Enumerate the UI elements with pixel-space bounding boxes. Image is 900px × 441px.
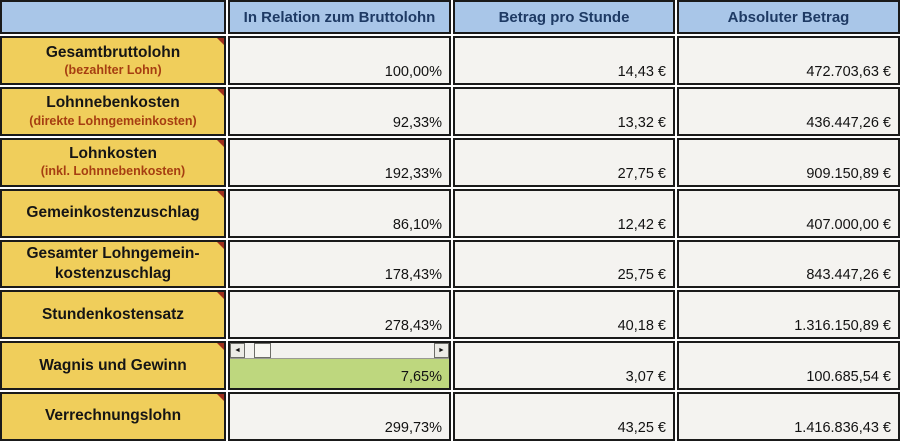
row-label: Lohnkosten: [69, 145, 157, 163]
per-hour-cell[interactable]: 27,75 €: [453, 137, 675, 187]
per-hour-cell[interactable]: 40,18 €: [453, 290, 675, 340]
row-label-cell[interactable]: Lohnnebenkosten (direkte Lohngemeinkosten…: [0, 86, 226, 136]
row-sublabel: (bezahlter Lohn): [64, 62, 162, 77]
row-label-cell[interactable]: Gemeinkostenzuschlag: [0, 188, 226, 238]
relation-cell[interactable]: 192,33%: [228, 137, 451, 187]
relation-cell[interactable]: 86,10%: [228, 188, 451, 238]
relation-cell[interactable]: 178,43%: [228, 239, 451, 289]
scrollbar-thumb[interactable]: [254, 343, 271, 359]
relation-cell[interactable]: 92,33%: [228, 86, 451, 136]
comment-indicator-icon: [217, 190, 224, 198]
comment-indicator-icon: [217, 394, 224, 402]
absolute-cell[interactable]: 407.000,00 €: [677, 188, 900, 238]
row-label: Wagnis und Gewinn: [39, 356, 187, 374]
row-label-cell[interactable]: Verrechnungslohn: [0, 392, 226, 441]
row-label-cell[interactable]: Gesamtbruttolohn (bezahlter Lohn): [0, 36, 226, 85]
horizontal-scrollbar[interactable]: ◄ ►: [230, 343, 449, 360]
per-hour-cell[interactable]: 12,42 €: [453, 188, 675, 238]
comment-indicator-icon: [217, 343, 224, 351]
row-sublabel: (direkte Lohngemeinkosten): [29, 113, 197, 128]
scroll-right-button[interactable]: ►: [434, 343, 449, 359]
row-label: Gesamtbruttolohn: [45, 43, 181, 61]
scrollbar-track[interactable]: [271, 343, 434, 358]
per-hour-cell[interactable]: 25,75 €: [453, 239, 675, 289]
relation-cell[interactable]: 278,43%: [228, 290, 451, 340]
row-label: Lohnnebenkosten: [46, 94, 180, 112]
scroll-left-button[interactable]: ◄: [230, 343, 245, 359]
row-label-cell[interactable]: Lohnkosten (inkl. Lohnnebenkosten): [0, 137, 226, 187]
comment-indicator-icon: [217, 241, 224, 249]
relation-value: 7,65%: [400, 369, 442, 386]
comment-indicator-icon: [217, 88, 224, 96]
comment-indicator-icon: [217, 139, 224, 147]
row-label-cell[interactable]: Stundenkostensatz: [0, 290, 226, 340]
row-label-cell[interactable]: Gesamter Lohngemein-kostenzuschlag: [0, 239, 226, 289]
absolute-cell[interactable]: 436.447,26 €: [677, 86, 900, 136]
absolute-cell[interactable]: 843.447,26 €: [677, 239, 900, 289]
absolute-cell[interactable]: 100.685,54 €: [677, 341, 900, 391]
per-hour-cell[interactable]: 3,07 €: [453, 341, 675, 391]
relation-cell[interactable]: 100,00%: [228, 36, 451, 85]
header-cell-relation[interactable]: In Relation zum Bruttolohn: [228, 0, 451, 34]
header-cell-empty[interactable]: [0, 0, 226, 34]
absolute-cell[interactable]: 1.416.836,43 €: [677, 392, 900, 441]
row-label-cell[interactable]: Wagnis und Gewinn: [0, 341, 226, 391]
row-sublabel: (inkl. Lohnnebenkosten): [40, 164, 186, 179]
row-label: Stundenkostensatz: [41, 305, 185, 323]
header-cell-absolute[interactable]: Absoluter Betrag: [677, 0, 900, 34]
relation-cell[interactable]: ◄ ► 7,65%: [228, 341, 451, 391]
absolute-cell[interactable]: 1.316.150,89 €: [677, 290, 900, 340]
per-hour-cell[interactable]: 43,25 €: [453, 392, 675, 441]
absolute-cell[interactable]: 472.703,63 €: [677, 36, 900, 85]
per-hour-cell[interactable]: 14,43 €: [453, 36, 675, 85]
comment-indicator-icon: [217, 292, 224, 300]
comment-indicator-icon: [217, 38, 224, 45]
absolute-cell[interactable]: 909.150,89 €: [677, 137, 900, 187]
row-label: Verrechnungslohn: [44, 407, 182, 425]
per-hour-cell[interactable]: 13,32 €: [453, 86, 675, 136]
header-cell-per-hour[interactable]: Betrag pro Stunde: [453, 0, 675, 34]
relation-cell[interactable]: 299,73%: [228, 392, 451, 441]
row-label: Gesamter Lohngemein-kostenzuschlag: [26, 244, 200, 282]
row-label: Gemeinkostenzuschlag: [26, 203, 200, 221]
